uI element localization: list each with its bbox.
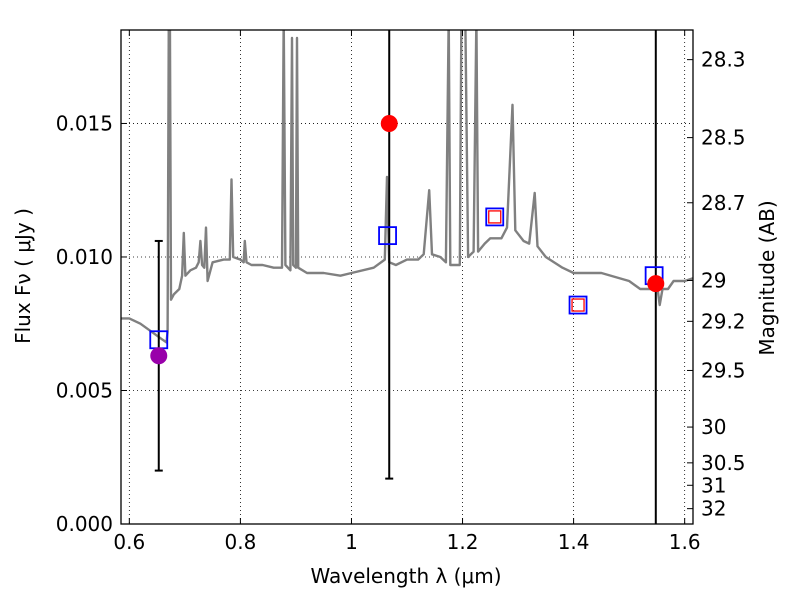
y2-tick-label: 28.5 <box>701 126 746 150</box>
plot-area <box>121 30 693 524</box>
x-tick-label: 1.4 <box>558 530 590 554</box>
plot-clip-group <box>121 30 693 524</box>
y2-tick-label: 29.5 <box>701 358 746 382</box>
spectrum-line <box>121 30 693 344</box>
model-square-marker <box>568 295 588 315</box>
x-tick-label: 0.6 <box>113 530 145 554</box>
y-tick-label: 0.005 <box>56 378 113 402</box>
model-square-marker <box>485 207 505 227</box>
observed-point-marker <box>647 275 665 293</box>
y2-tick-label: 30 <box>701 415 726 439</box>
plot-frame <box>120 29 694 525</box>
y2-tick-label: 28.3 <box>701 48 746 72</box>
y-axis-title: Flux Fν ( μJy ) <box>11 208 35 344</box>
observed-point-marker <box>380 114 398 132</box>
y-tick-label: 0.000 <box>56 512 113 536</box>
observed-point-marker <box>150 347 168 365</box>
y-tick-label: 0.015 <box>56 111 113 135</box>
x-tick-label: 1 <box>345 530 358 554</box>
y2-axis-title: Magnitude (AB) <box>755 200 779 355</box>
x-axis-title: Wavelength λ (μm) <box>310 564 501 588</box>
y2-tick-label: 32 <box>701 497 726 521</box>
inner-square-marker <box>571 298 585 312</box>
y2-tick-label: 30.5 <box>701 451 746 475</box>
x-tick-label: 1.2 <box>447 530 479 554</box>
y-tick-label: 0.010 <box>56 245 113 269</box>
inner-square-marker <box>488 210 502 224</box>
x-tick-label: 1.6 <box>669 530 701 554</box>
y-axis-ticks: 0.000 0.005 0.010 0.015 <box>56 111 127 536</box>
model-square-marker <box>378 226 397 246</box>
y2-tick-label: 31 <box>701 473 726 497</box>
x-tick-label: 0.8 <box>224 530 256 554</box>
y2-tick-label: 28.7 <box>701 191 746 215</box>
y2-tick-label: 29 <box>701 268 726 292</box>
x-axis-ticks: 0.6 0.8 1 1.2 1.4 1.6 <box>113 30 701 554</box>
y2-tick-label: 29.2 <box>701 309 746 333</box>
